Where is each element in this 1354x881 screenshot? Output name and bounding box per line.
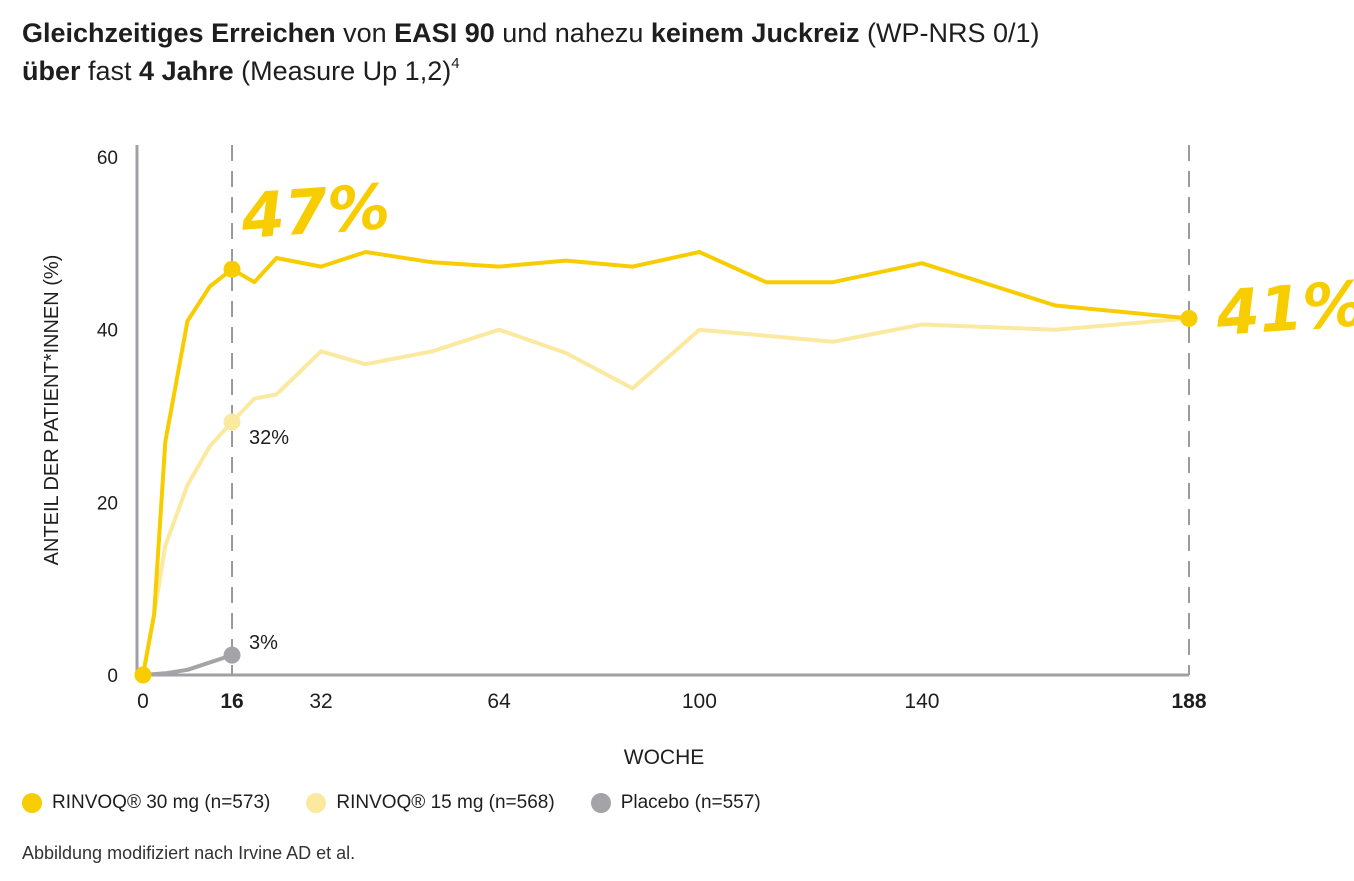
annotation-41-percent: 41% xyxy=(1213,267,1354,350)
title-text-5: (Measure Up 1,2) xyxy=(233,56,452,86)
legend-swatch-15mg xyxy=(306,793,327,813)
x-tick-label: 64 xyxy=(487,690,511,713)
title-bold-2: EASI 90 xyxy=(394,18,495,48)
legend-label-30mg: RINVOQ® 30 mg (n=573) xyxy=(52,792,271,813)
legend-label-placebo: Placebo (n=557) xyxy=(620,792,761,813)
data-point-origin xyxy=(134,666,152,684)
x-axis-label: WOCHE xyxy=(624,746,705,769)
y-tick-label: 40 xyxy=(97,321,118,342)
footnote: Abbildung modifiziert nach Irvine AD et … xyxy=(22,843,356,863)
data-point-series-0 xyxy=(223,260,241,278)
line-chart: 0 20 40 60 0 16 32 64 100 140 188 WOCHE ANTEIL DER P… xyxy=(41,145,1354,769)
annotation-32-percent: 32% xyxy=(249,427,289,449)
title-reference: 4 xyxy=(451,55,460,72)
legend: RINVOQ® 30 mg (n=573) RINVOQ® 15 mg (n=5… xyxy=(22,792,797,814)
y-axis-label: ANTEIL DER PATIENT*INNEN (%) xyxy=(41,255,63,566)
x-tick-label: 100 xyxy=(682,690,717,713)
y-tick-label: 20 xyxy=(97,493,118,514)
title-text-2: und nahezu xyxy=(494,18,651,48)
data-point-series-1 xyxy=(223,413,241,431)
legend-item-placebo: Placebo (n=557) xyxy=(590,792,761,814)
legend-item-15mg: RINVOQ® 15 mg (n=568) xyxy=(306,792,555,814)
legend-swatch-placebo xyxy=(590,793,611,813)
x-tick-label: 188 xyxy=(1171,690,1206,713)
title-text-4: fast xyxy=(80,56,140,86)
title-bold-1: Gleichzeitiges Erreichen xyxy=(22,18,336,48)
y-tick-label: 0 xyxy=(107,666,118,687)
series-line-0 xyxy=(141,250,1191,677)
x-tick-label: 0 xyxy=(137,690,149,713)
x-tick-label: 16 xyxy=(220,690,243,713)
chart-title: Gleichzeitiges Erreichen von EASI 90 und… xyxy=(22,14,1040,90)
title-text-1: von xyxy=(335,18,395,48)
title-bold-5: 4 Jahre xyxy=(139,56,234,86)
title-text-3: (WP-NRS 0/1) xyxy=(859,18,1040,48)
legend-item-30mg: RINVOQ® 30 mg (n=573) xyxy=(22,792,270,814)
series-line-1 xyxy=(141,316,1191,677)
annotation-3-percent: 3% xyxy=(249,632,278,654)
legend-label-15mg: RINVOQ® 15 mg (n=568) xyxy=(336,792,555,813)
data-point-series-0 xyxy=(1180,309,1198,327)
data-point-series-2 xyxy=(223,646,241,664)
legend-swatch-30mg xyxy=(22,793,42,813)
series-line-2 xyxy=(141,653,234,677)
title-bold-3: keinem Juckreiz xyxy=(650,18,860,48)
x-tick-label: 140 xyxy=(904,690,939,713)
annotation-47-percent: 47% xyxy=(238,170,392,253)
title-bold-4: über xyxy=(22,56,81,86)
y-tick-label: 60 xyxy=(97,148,118,169)
x-tick-label: 32 xyxy=(309,690,332,713)
